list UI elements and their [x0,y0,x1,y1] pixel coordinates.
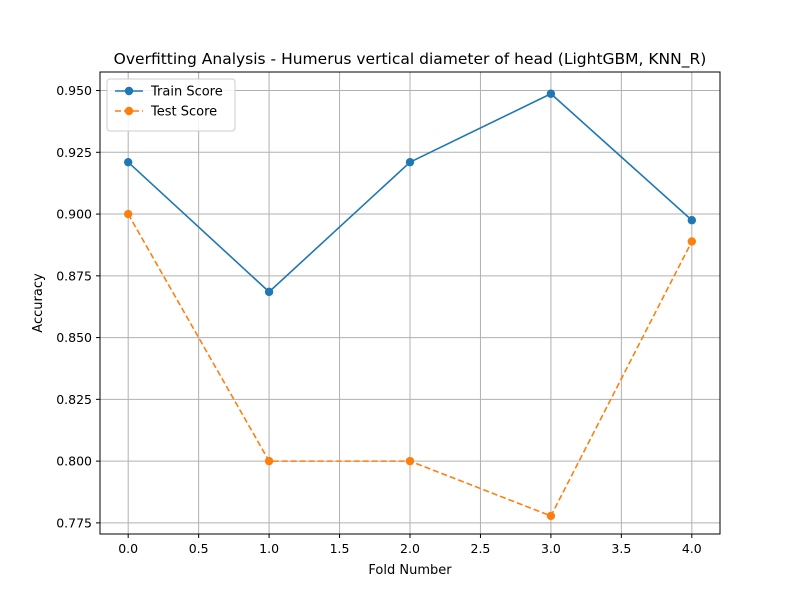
y-tick-label: 0.800 [56,454,92,469]
legend-train-score-label: Train Score [150,85,223,100]
test-score-point [264,456,274,466]
y-tick-label: 0.825 [56,392,92,407]
x-tick-label: 0.5 [189,541,209,556]
train-score-point [405,157,415,167]
test-score-point [546,511,556,521]
x-axis-label: Fold Number [368,563,452,578]
x-tick-label: 4.0 [682,541,702,556]
test-score-point [405,456,415,466]
train-score-point [264,287,274,297]
y-tick-label: 0.925 [56,145,92,160]
series-layer [123,89,697,521]
chart-title: Overfitting Analysis - Humerus vertical … [114,50,707,69]
x-tick-label: 2.0 [400,541,420,556]
x-tick-label: 2.5 [471,541,491,556]
x-tick-label: 3.0 [541,541,561,556]
x-tick-label: 1.5 [330,541,350,556]
legend-test-score-marker [124,106,134,116]
x-tick-label: 1.0 [259,541,279,556]
legend-train-score-marker [124,86,134,96]
legend-test-score-label: Test Score [150,105,217,120]
legend: Train Score Test Score [106,78,236,132]
train-score-point [687,216,697,225]
ticks-layer: 0.0 0.5 1.0 1.5 2.0 2.5 3.0 3.5 4.0 0.775 0.800 0.8… [56,83,702,556]
y-tick-label: 0.775 [56,515,92,530]
test-score-point [123,209,133,219]
test-score-point [687,237,697,246]
y-axis-label: Accuracy [31,273,46,333]
y-tick-label: 0.875 [56,268,92,283]
x-tick-label: 0.0 [118,541,138,556]
train-score-point [123,157,133,167]
y-tick-label: 0.900 [56,207,92,222]
y-tick-label: 0.950 [56,83,92,98]
legend-box [106,78,236,132]
y-tick-label: 0.850 [56,330,92,345]
train-score-point [546,89,556,98]
x-tick-label: 3.5 [611,541,631,556]
